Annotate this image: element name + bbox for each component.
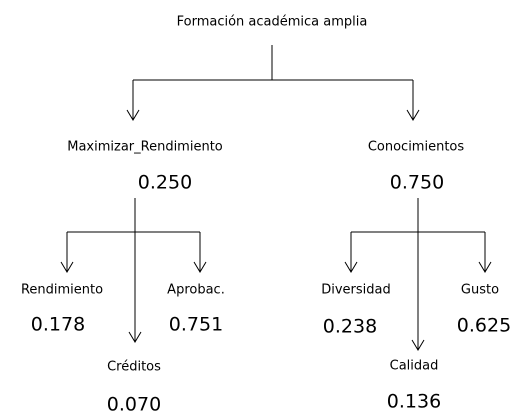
connectors <box>60 45 492 351</box>
node-label: Calidad <box>390 359 439 374</box>
node-label: Créditos <box>107 360 161 375</box>
node-label: Aprobac. <box>167 283 225 298</box>
node-label: Gusto <box>461 283 499 298</box>
node-label: Conocimientos <box>368 140 465 155</box>
node-value: 0.136 <box>387 391 441 413</box>
root-label: Formación académica amplia <box>177 15 368 30</box>
node-value: 0.625 <box>457 315 511 337</box>
node-label: Rendimiento <box>21 283 103 298</box>
node-value: 0.750 <box>390 172 444 194</box>
node-value: 0.238 <box>323 316 377 338</box>
node-value: 0.070 <box>107 394 161 415</box>
node-label: Diversidad <box>321 283 391 298</box>
node-value: 0.250 <box>138 172 192 194</box>
node-value: 0.751 <box>169 314 223 336</box>
node-label: Maximizar_Rendimiento <box>67 140 223 155</box>
node-value: 0.178 <box>31 314 85 336</box>
